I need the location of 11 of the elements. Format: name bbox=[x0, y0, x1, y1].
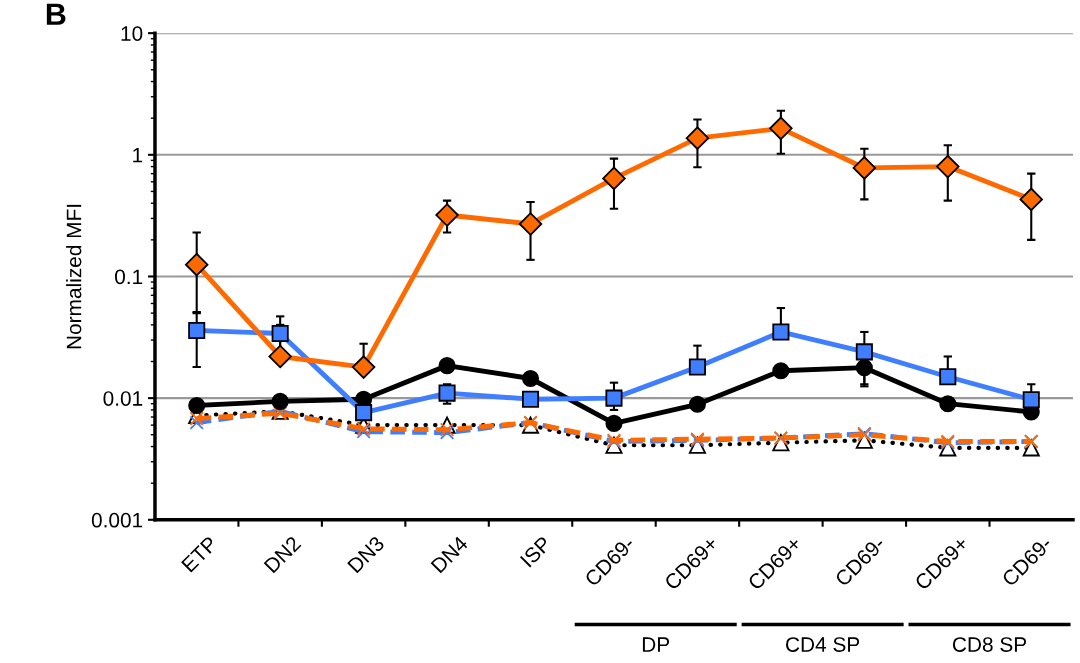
y-tick-label: 0.1 bbox=[115, 269, 143, 285]
y-tick-label: 0.001 bbox=[91, 512, 143, 528]
chart-title: B bbox=[46, 3, 66, 25]
text: CD8 SP bbox=[952, 637, 1027, 652]
text: DP bbox=[642, 637, 670, 652]
y-tick-label: 10 bbox=[121, 26, 143, 41]
x-tick-label: ISP bbox=[519, 535, 552, 568]
y-axis-title: Normalized MFI bbox=[66, 204, 82, 349]
y-tick-label: 1 bbox=[133, 148, 143, 163]
text: CD4 SP bbox=[786, 637, 860, 652]
y-tick-label: 0.01 bbox=[103, 391, 143, 406]
